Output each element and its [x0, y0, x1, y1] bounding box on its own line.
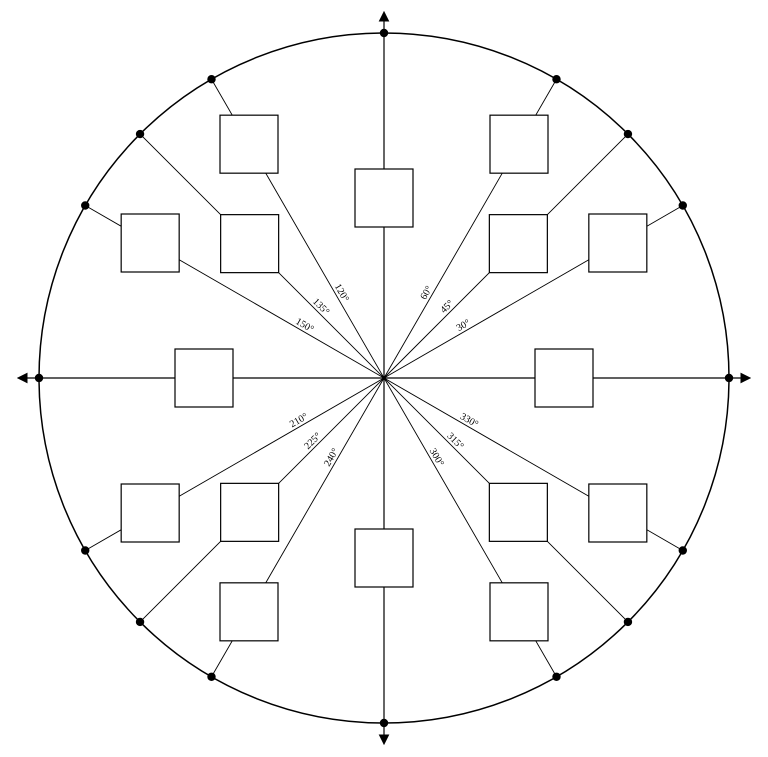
angle-label-315: 315°: [444, 431, 465, 452]
rim-dot-300: [552, 673, 560, 681]
rim-dot-330: [679, 546, 687, 554]
answer-box-225: [221, 483, 279, 541]
angle-label-225: 225°: [302, 431, 323, 452]
answer-box-120: [220, 115, 278, 173]
answer-box-240: [220, 583, 278, 641]
answer-box-210: [121, 484, 179, 542]
answer-box-45: [489, 215, 547, 273]
rim-dot-60: [552, 75, 560, 83]
rim-dot-315: [624, 618, 632, 626]
angle-label-45: 45°: [438, 298, 456, 316]
unit-circle-diagram: 30°45°60°120°135°150°210°225°240°300°315…: [0, 0, 768, 757]
angle-label-60: 60°: [418, 284, 435, 302]
rim-dot-135: [136, 130, 144, 138]
answer-box-150: [121, 214, 179, 272]
rim-dot-120: [207, 75, 215, 83]
answer-box-180: [175, 349, 233, 407]
angle-label-135: 135°: [310, 296, 331, 317]
answer-box-90: [355, 169, 413, 227]
rim-dot-225: [136, 618, 144, 626]
answer-box-30: [589, 214, 647, 272]
rim-dot-240: [207, 673, 215, 681]
rim-dot-150: [81, 201, 89, 209]
rim-dot-0: [725, 374, 733, 382]
rim-dot-30: [679, 201, 687, 209]
answer-box-270: [355, 529, 413, 587]
answer-box-135: [221, 215, 279, 273]
angle-label-30: 30°: [455, 317, 473, 334]
answer-box-330: [589, 484, 647, 542]
answer-box-315: [489, 483, 547, 541]
rim-dot-180: [35, 374, 43, 382]
rim-dot-45: [624, 130, 632, 138]
answer-box-60: [490, 115, 548, 173]
rim-dot-210: [81, 546, 89, 554]
axes: [19, 13, 749, 743]
rim-dot-270: [380, 719, 388, 727]
answer-box-0: [535, 349, 593, 407]
answer-box-300: [490, 583, 548, 641]
rim-dot-90: [380, 29, 388, 37]
